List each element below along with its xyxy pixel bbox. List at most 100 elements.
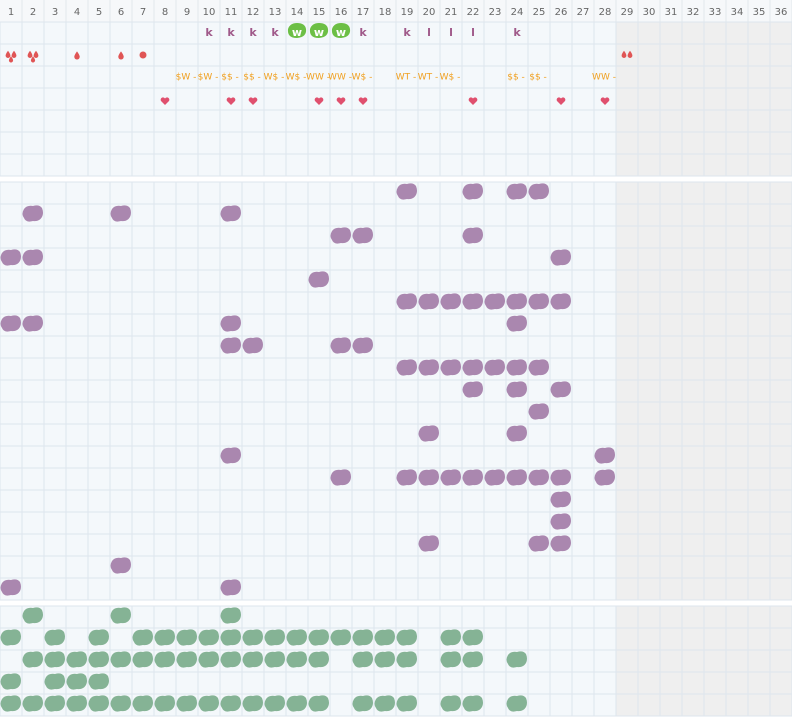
blob [88,651,109,668]
column-number: 12 [247,7,260,18]
tag: WT - [418,73,439,83]
badge-letter: w [314,26,324,39]
column-number: 26 [555,7,568,18]
tag: $$ - [507,73,525,83]
column-number: 36 [775,7,788,18]
column-number: 13 [269,7,282,18]
blob [330,337,351,354]
blob [220,315,241,332]
blob [242,337,263,354]
blob [396,359,417,376]
column-number: 6 [118,7,124,18]
blob [198,629,219,646]
blob [110,607,131,624]
blob [220,205,241,222]
blob [66,673,87,690]
blob [418,535,439,552]
column-number: 2 [30,7,36,18]
dot-icon [139,51,147,59]
tag: $$ - [529,73,547,83]
blob [418,293,439,310]
column-number: 21 [445,7,458,18]
letter: k [205,26,213,39]
blob [440,629,461,646]
blob [0,695,21,712]
drop-icon [33,50,39,58]
tag: $W - [198,73,219,83]
drop-icon [118,51,124,60]
blob [528,183,549,200]
tag: W$ - [352,73,373,83]
blob [242,651,263,668]
blob [440,293,461,310]
blob [264,695,285,712]
blob [264,629,285,646]
blob [462,183,483,200]
heart-icon [468,97,478,105]
tag: $$ - [243,73,261,83]
blob [418,469,439,486]
blob [374,695,395,712]
blob [154,651,175,668]
blob [528,293,549,310]
blob [22,315,43,332]
blob [462,629,483,646]
blob [44,673,65,690]
drop-icon [74,51,80,60]
blob [286,629,307,646]
badge [287,23,307,38]
column-number: 4 [74,7,80,18]
blob [440,651,461,668]
blob [440,359,461,376]
badge-letter: w [336,26,346,39]
blob [330,629,351,646]
blob [286,651,307,668]
badge [331,23,351,38]
blob [506,183,527,200]
column-number: 32 [687,7,700,18]
blob [220,695,241,712]
blob [0,315,21,332]
heart-icon [358,97,368,105]
letter: k [403,26,411,39]
blob [88,695,109,712]
blob [286,695,307,712]
blob [44,651,65,668]
blob [198,651,219,668]
drop-icon [627,50,633,58]
blob [418,359,439,376]
blob [154,695,175,712]
column-number: 30 [643,7,656,18]
column-number: 33 [709,7,722,18]
blob [550,249,571,266]
column-number: 23 [489,7,502,18]
blob [264,651,285,668]
column-number: 8 [162,7,168,18]
column-number: 29 [621,7,634,18]
blob [242,695,263,712]
column-number: 31 [665,7,678,18]
blob [220,579,241,596]
tag: W$ - [264,73,285,83]
blob [220,607,241,624]
column-number: 22 [467,7,480,18]
blob [110,695,131,712]
column-number: 28 [599,7,612,18]
blob [352,651,373,668]
blob [176,695,197,712]
blob [550,491,571,508]
blob [440,695,461,712]
letter: k [271,26,279,39]
blob [220,447,241,464]
letter: l [427,26,431,39]
blob [462,227,483,244]
blob [506,425,527,442]
blob [550,381,571,398]
column-number: 9 [184,7,190,18]
blob [22,651,43,668]
column-number: 14 [291,7,304,18]
blob [44,695,65,712]
drop-icon [11,50,17,58]
blob [484,293,505,310]
blob [462,469,483,486]
